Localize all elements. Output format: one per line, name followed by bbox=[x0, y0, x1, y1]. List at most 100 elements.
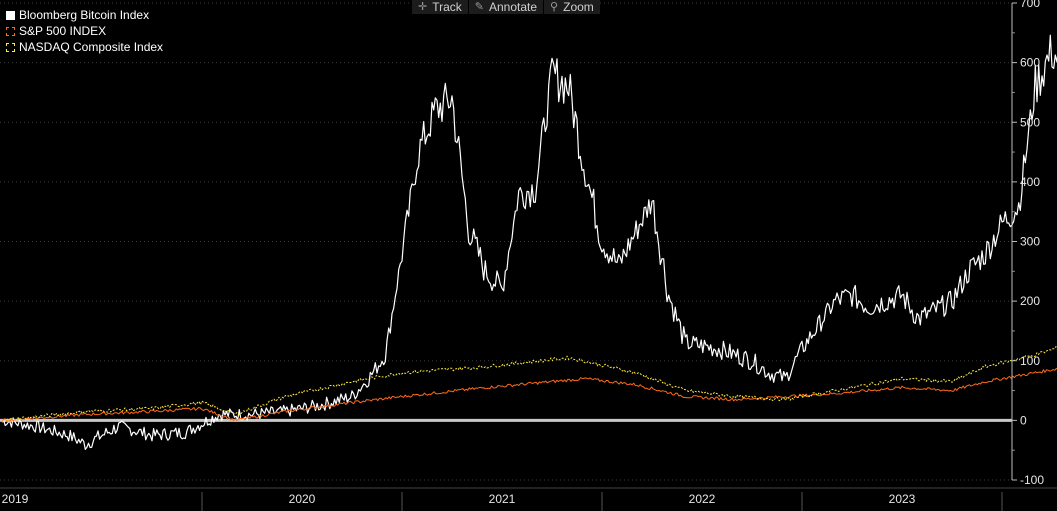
data-point-2 bbox=[635, 372, 636, 373]
data-point-0 bbox=[185, 432, 186, 433]
y-tick-label: 300 bbox=[1020, 235, 1040, 249]
legend-label-nasdaq: NASDAQ Composite Index bbox=[19, 40, 164, 54]
legend-swatch-nasdaq bbox=[6, 42, 15, 52]
zoom-label: Zoom bbox=[563, 0, 594, 14]
data-point-0 bbox=[351, 396, 352, 397]
y-axis: 700 600 500 400 300 200 100 0 -100 bbox=[1011, 0, 1044, 487]
data-point-0 bbox=[785, 378, 786, 379]
data-point-2 bbox=[285, 396, 286, 397]
y-tick-label: 400 bbox=[1020, 175, 1040, 189]
magnifier-icon: ⚲ bbox=[550, 1, 559, 13]
y-tick-label: 200 bbox=[1020, 294, 1040, 308]
annotate-label: Annotate bbox=[489, 0, 538, 14]
data-point-1 bbox=[985, 381, 986, 382]
x-tick-label: 2021 bbox=[489, 492, 516, 506]
data-point-1 bbox=[285, 411, 286, 412]
data-point-0 bbox=[1035, 86, 1036, 87]
data-point-0 bbox=[118, 426, 119, 427]
y-tick-label: -100 bbox=[1020, 473, 1044, 487]
data-point-1 bbox=[485, 387, 486, 388]
data-point-0 bbox=[718, 348, 719, 349]
zoom-button[interactable]: ⚲ Zoom bbox=[544, 0, 600, 14]
x-tick-label: 2023 bbox=[889, 492, 916, 506]
y-tick-label: 600 bbox=[1020, 56, 1040, 70]
data-point-1 bbox=[835, 393, 836, 394]
data-point-2 bbox=[901, 378, 902, 379]
crosshair-icon: ✛ bbox=[418, 1, 428, 13]
data-point-0 bbox=[251, 414, 252, 415]
grid-lines bbox=[0, 2, 1012, 481]
data-point-0 bbox=[668, 295, 669, 296]
data-point-2 bbox=[785, 399, 786, 400]
data-point-0 bbox=[685, 342, 686, 343]
data-point-1 bbox=[201, 408, 202, 409]
data-point-0 bbox=[918, 318, 919, 319]
data-point-2 bbox=[985, 366, 986, 367]
data-point-0 bbox=[151, 435, 152, 436]
data-point-0 bbox=[1001, 223, 1002, 224]
series-line-1 bbox=[1, 368, 1057, 423]
chart-toolbar: ✛ Track ✎ Annotate ⚲ Zoom bbox=[412, 0, 600, 14]
data-point-0 bbox=[418, 152, 419, 153]
pencil-icon: ✎ bbox=[474, 1, 484, 13]
legend-label-bitcoin: Bloomberg Bitcoin Index bbox=[19, 8, 150, 22]
track-button[interactable]: ✛ Track bbox=[412, 0, 469, 14]
data-point-0 bbox=[768, 372, 769, 373]
y-tick-label: 100 bbox=[1020, 354, 1040, 368]
data-point-2 bbox=[568, 357, 569, 358]
data-point-2 bbox=[351, 381, 352, 382]
track-label: Track bbox=[432, 0, 462, 14]
data-point-1 bbox=[1035, 372, 1036, 373]
legend-swatch-bitcoin bbox=[6, 10, 15, 20]
data-point-0 bbox=[401, 253, 402, 254]
x-tick-label: 2022 bbox=[689, 492, 716, 506]
data-point-1 bbox=[951, 390, 952, 391]
data-point-0 bbox=[485, 271, 486, 272]
data-point-2 bbox=[485, 366, 486, 367]
data-point-0 bbox=[518, 193, 519, 194]
data-point-0 bbox=[835, 301, 836, 302]
data-point-1 bbox=[85, 414, 86, 415]
data-point-2 bbox=[685, 390, 686, 391]
data-point-0 bbox=[585, 169, 586, 170]
data-point-0 bbox=[851, 295, 852, 296]
data-point-0 bbox=[985, 253, 986, 254]
data-point-0 bbox=[951, 301, 952, 302]
data-point-1 bbox=[785, 396, 786, 397]
data-point-0 bbox=[751, 360, 752, 361]
data-point-0 bbox=[651, 199, 652, 200]
data-point-1 bbox=[235, 420, 236, 421]
data-point-0 bbox=[868, 307, 869, 308]
series-line-0 bbox=[1, 34, 1057, 450]
y-tick-label: 700 bbox=[1020, 0, 1040, 10]
data-point-0 bbox=[1018, 205, 1019, 206]
data-point-0 bbox=[968, 271, 969, 272]
data-point-0 bbox=[435, 110, 436, 111]
data-point-1 bbox=[685, 396, 686, 397]
data-point-0 bbox=[618, 265, 619, 266]
x-tick-label: 2020 bbox=[289, 492, 316, 506]
legend-label-sp500: S&P 500 INDEX bbox=[19, 24, 107, 38]
data-point-1 bbox=[585, 378, 586, 379]
data-point-1 bbox=[151, 411, 152, 412]
y-tick-label: 0 bbox=[1020, 413, 1027, 427]
legend-item-sp500[interactable]: S&P 500 INDEX bbox=[6, 23, 163, 39]
data-point-1 bbox=[351, 402, 352, 403]
legend-item-bitcoin[interactable]: Bloomberg Bitcoin Index bbox=[6, 7, 163, 23]
data-point-0 bbox=[451, 98, 452, 99]
data-point-2 bbox=[1, 420, 2, 421]
data-point-2 bbox=[401, 372, 402, 373]
data-point-1 bbox=[901, 387, 902, 388]
data-point-1 bbox=[735, 399, 736, 400]
data-point-0 bbox=[1051, 50, 1052, 51]
data-point-0 bbox=[35, 426, 36, 427]
legend-item-nasdaq[interactable]: NASDAQ Composite Index bbox=[6, 39, 163, 55]
annotate-button[interactable]: ✎ Annotate bbox=[469, 0, 545, 14]
chart-legend: Bloomberg Bitcoin Index S&P 500 INDEX NA… bbox=[2, 6, 168, 57]
data-point-2 bbox=[735, 396, 736, 397]
data-point-2 bbox=[235, 414, 236, 415]
y-tick-label: 500 bbox=[1020, 115, 1040, 129]
series-line-2 bbox=[1, 346, 1057, 423]
chart-series bbox=[1, 34, 1057, 450]
